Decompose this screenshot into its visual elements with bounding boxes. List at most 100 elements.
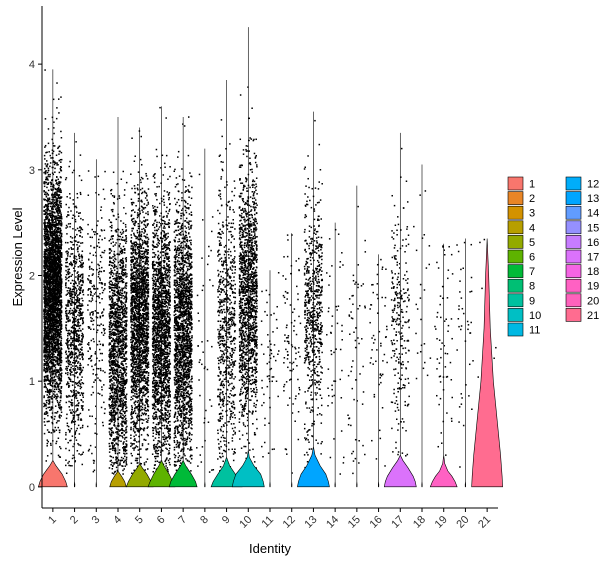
data-point — [55, 289, 58, 292]
data-point — [81, 303, 83, 305]
data-point — [76, 319, 79, 321]
data-point — [79, 348, 82, 350]
data-point — [47, 253, 50, 255]
data-point — [54, 195, 57, 197]
data-point — [60, 161, 62, 163]
data-point — [122, 262, 125, 264]
data-point — [45, 413, 47, 416]
data-point — [44, 170, 47, 173]
data-point — [79, 231, 82, 234]
data-point — [80, 386, 83, 388]
data-point — [59, 250, 62, 252]
data-point — [126, 443, 128, 446]
data-point — [49, 285, 51, 287]
data-point — [47, 182, 50, 184]
data-point — [51, 228, 53, 230]
data-point — [69, 354, 72, 356]
data-point — [60, 274, 62, 277]
data-point — [73, 330, 75, 332]
data-point — [80, 273, 83, 276]
data-point — [74, 235, 76, 238]
data-point — [51, 379, 54, 381]
data-point — [45, 239, 47, 242]
data-point — [53, 275, 55, 277]
data-point — [53, 267, 56, 269]
data-point — [80, 263, 82, 266]
data-point — [55, 273, 57, 276]
data-point — [55, 259, 58, 262]
data-point — [102, 334, 105, 336]
data-point — [75, 292, 77, 295]
data-point — [50, 255, 53, 258]
data-point — [47, 440, 49, 443]
data-point — [59, 354, 61, 357]
data-point — [57, 357, 59, 360]
data-point — [43, 326, 46, 328]
data-point — [45, 399, 48, 402]
data-point — [60, 255, 62, 257]
data-point — [56, 203, 59, 206]
data-point — [46, 306, 48, 308]
data-point — [67, 214, 69, 216]
data-point — [79, 265, 81, 267]
data-point — [44, 248, 46, 251]
data-point — [79, 373, 81, 376]
data-point — [88, 358, 90, 360]
data-point — [52, 316, 55, 318]
data-point — [72, 314, 74, 316]
data-point — [57, 404, 60, 406]
data-point — [60, 283, 63, 285]
data-point — [69, 295, 71, 297]
data-point — [54, 230, 56, 232]
data-point — [54, 162, 57, 164]
data-point — [56, 302, 58, 305]
data-point — [46, 375, 48, 378]
data-point — [55, 271, 57, 273]
data-point — [80, 407, 83, 409]
data-point — [59, 196, 62, 198]
data-point — [78, 444, 80, 446]
data-point — [55, 210, 58, 213]
data-point — [56, 383, 59, 385]
data-point — [54, 260, 56, 263]
data-point — [51, 223, 53, 226]
data-point — [87, 170, 90, 172]
data-point — [46, 364, 49, 367]
data-point — [58, 323, 60, 325]
data-point — [55, 304, 58, 306]
data-point — [116, 336, 118, 338]
data-point — [46, 455, 49, 457]
data-point — [78, 344, 80, 346]
data-point — [54, 333, 57, 335]
data-point — [51, 287, 53, 289]
data-point — [43, 349, 45, 351]
data-point — [59, 150, 61, 153]
data-point — [51, 157, 54, 159]
data-point — [74, 260, 76, 263]
data-point — [76, 298, 79, 301]
data-point — [47, 198, 49, 201]
data-point — [77, 339, 79, 341]
data-point — [65, 357, 67, 359]
data-point — [44, 144, 47, 147]
data-point — [44, 352, 47, 354]
data-point — [65, 324, 67, 326]
data-point — [44, 259, 47, 262]
data-point — [66, 343, 68, 345]
data-point — [51, 217, 53, 219]
data-point — [43, 267, 46, 269]
data-point — [46, 288, 49, 291]
data-point — [58, 246, 61, 249]
data-point — [67, 251, 69, 253]
data-point — [45, 280, 48, 282]
data-point — [103, 249, 106, 252]
data-point — [75, 410, 77, 413]
data-point — [46, 218, 49, 220]
data-point — [48, 359, 50, 361]
data-point — [57, 209, 60, 211]
data-point — [54, 258, 56, 260]
data-point — [47, 226, 49, 229]
data-point — [122, 389, 124, 392]
data-point — [93, 233, 96, 236]
data-point — [51, 244, 53, 247]
